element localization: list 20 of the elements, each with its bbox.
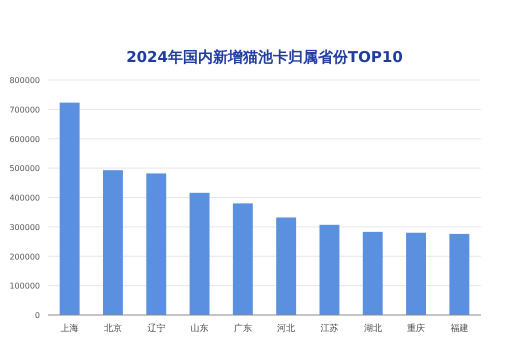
title: 2024年国内新增猫池卡归属省份TOP10 (126, 48, 403, 66)
x-tick-label: 江苏 (320, 323, 338, 334)
y-tick-label: 400000 (9, 194, 40, 202)
y-tick-label: 500000 (9, 164, 40, 174)
y-tick-label: 700000 (9, 105, 40, 114)
x-tick-label: 辽宁 (147, 323, 166, 334)
x-tick-label: 广东 (234, 323, 252, 334)
y-tick-label: 800000 (9, 76, 40, 85)
y-tick-label: 300000 (9, 222, 40, 232)
x-tick-label: 福建 (450, 323, 468, 334)
x-tick-label: 湖北 (364, 323, 382, 334)
y-tick-label: 200000 (9, 252, 40, 262)
y-tick-label: 0 (34, 311, 40, 320)
x-tick-label: 山东 (190, 323, 209, 334)
y-tick-label: 100000 (9, 282, 40, 291)
x-tick-label: 北京 (104, 323, 122, 334)
y-tick-label: 600000 (9, 134, 40, 144)
x-tick-label: 重庆 (407, 323, 426, 334)
x-tick-label: 上海 (60, 323, 79, 334)
x-tick-label: 河北 (277, 323, 296, 334)
